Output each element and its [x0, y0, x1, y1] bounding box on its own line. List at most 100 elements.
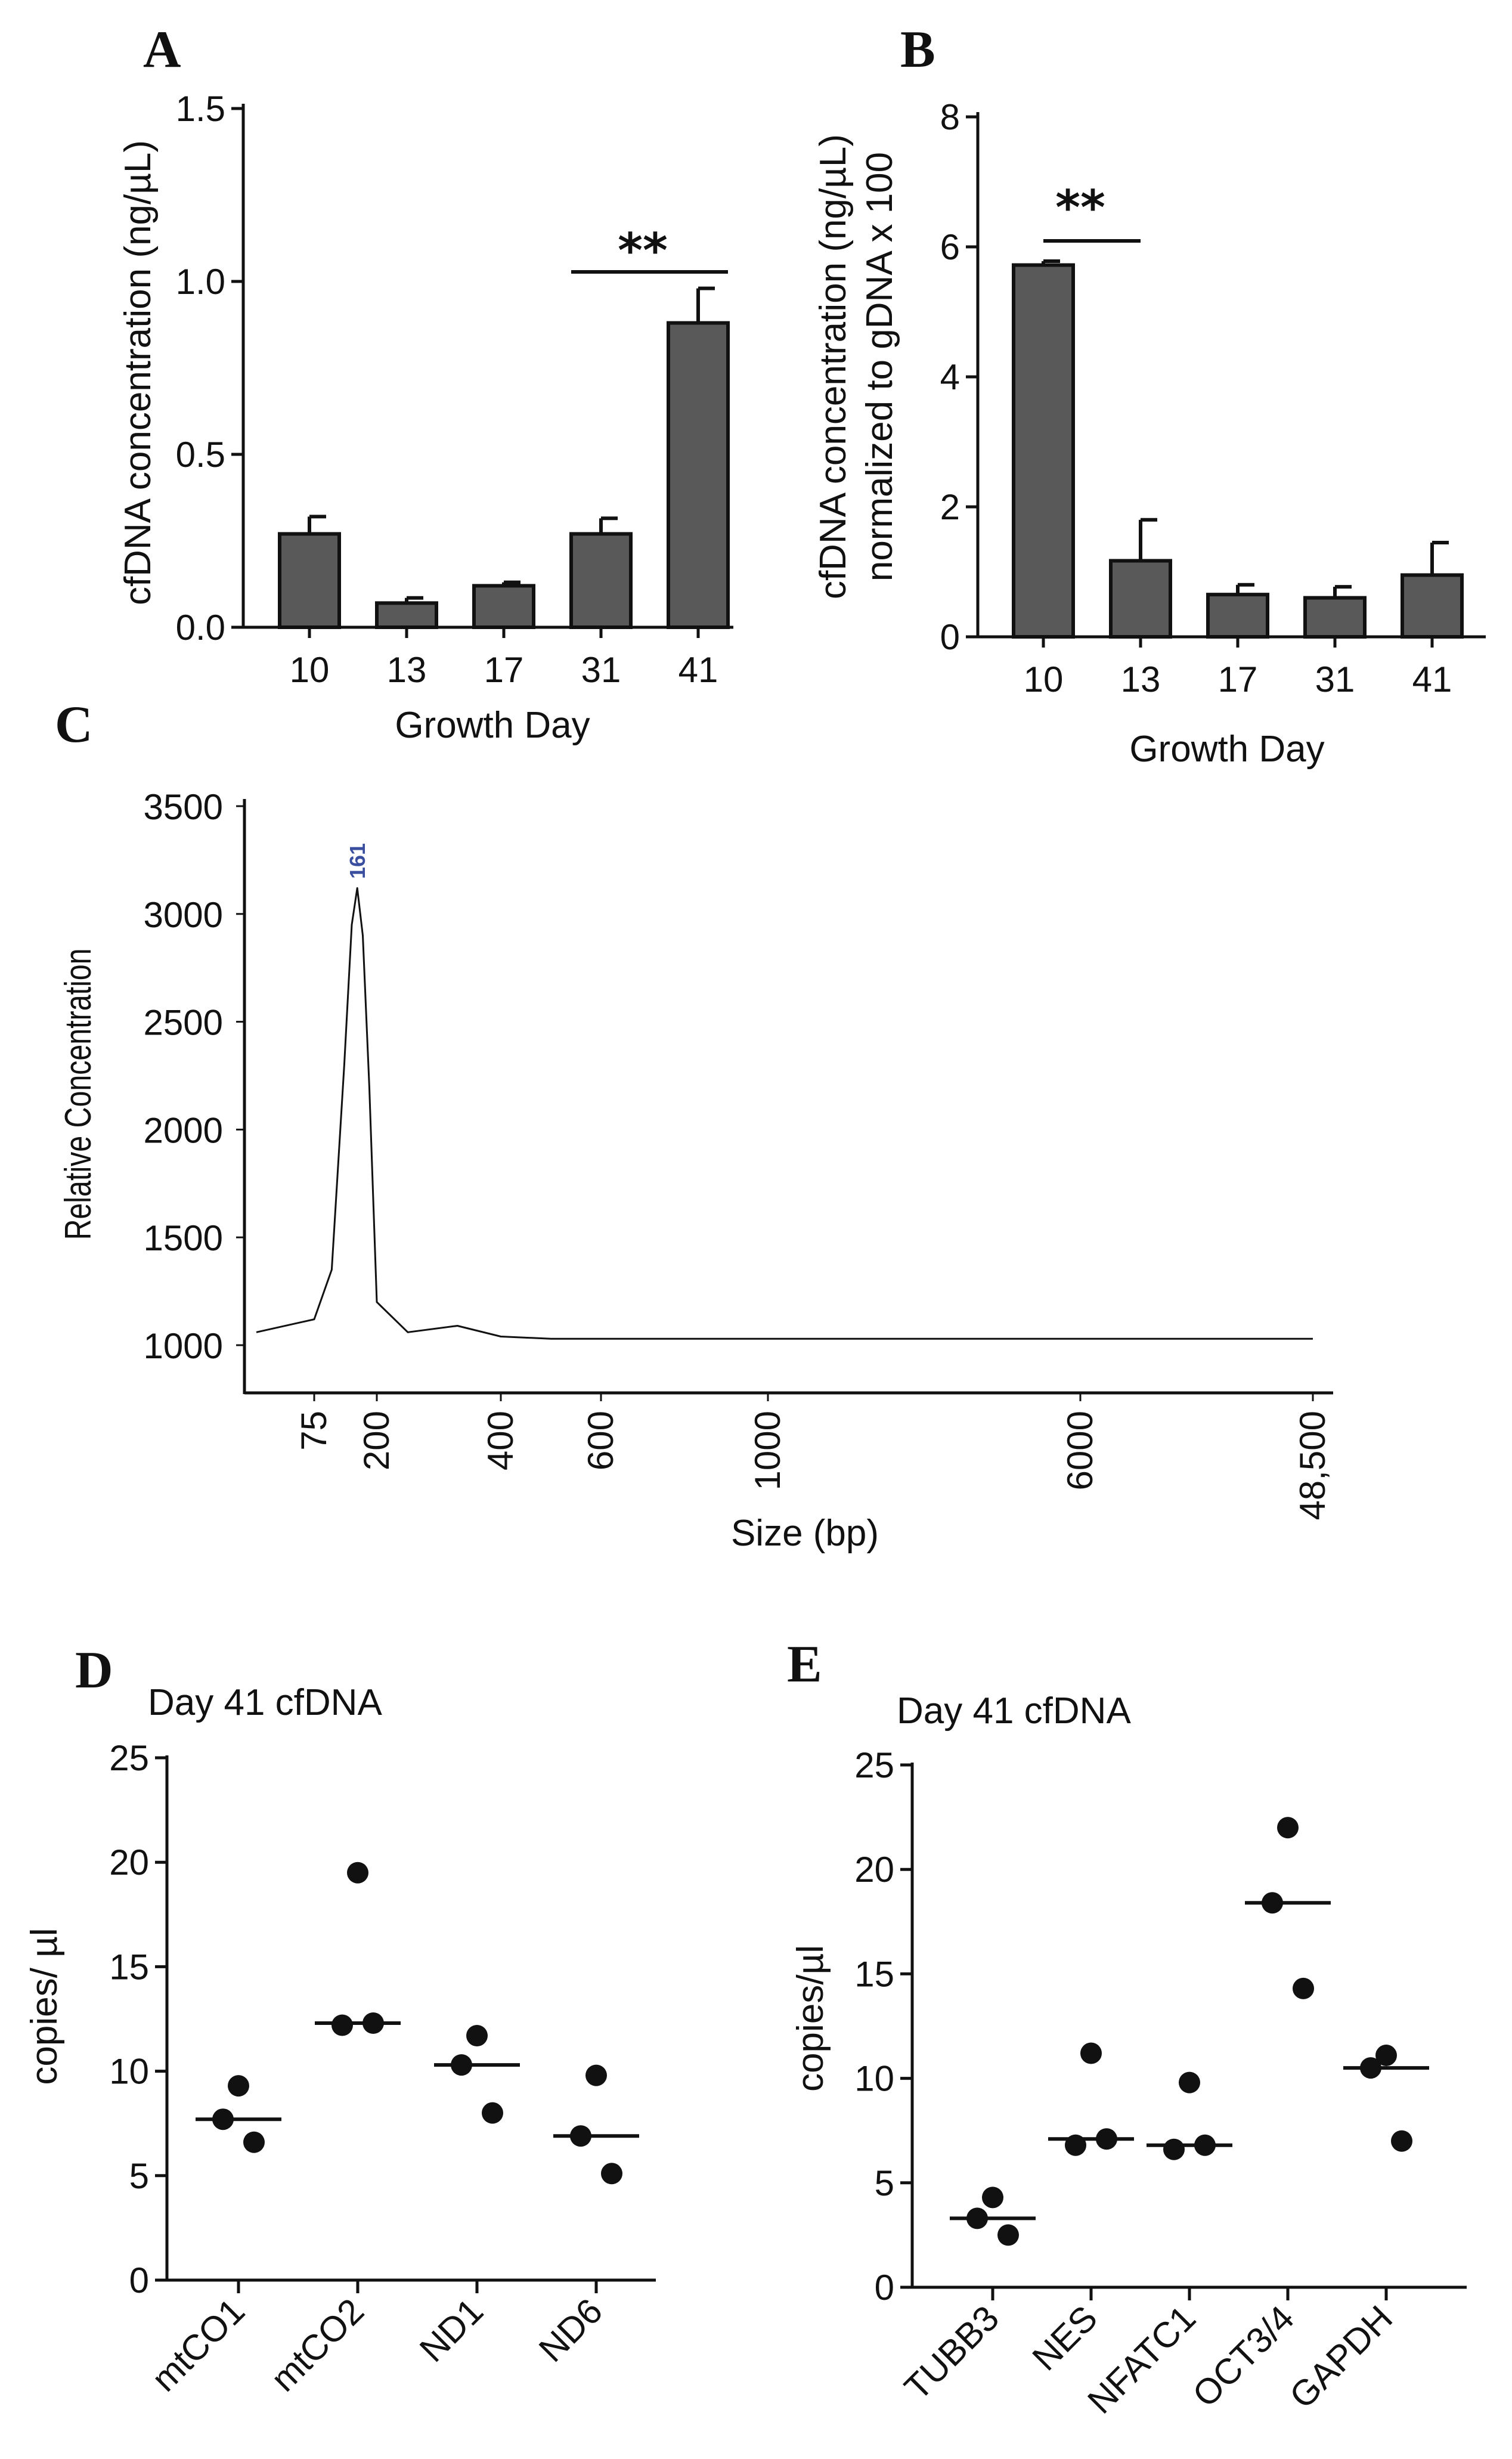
- panel-e-y-tick-label: 25: [854, 1745, 894, 1785]
- panel-d-letter: D: [75, 1642, 113, 1699]
- panel-e-y-tick-label: 5: [875, 2163, 894, 2203]
- panel-c-y-tick-label: 2500: [144, 1003, 223, 1043]
- panel-e-data-point: [1293, 1977, 1314, 1999]
- panel-e-data-point: [997, 2224, 1019, 2246]
- panel-c-letter: C: [55, 696, 93, 754]
- panel-a-x-tick-label: 41: [678, 650, 718, 690]
- panel-e-data-point: [1163, 2138, 1185, 2160]
- panel-d-y-axis-label: copies/ µl: [24, 1928, 65, 2085]
- panel-a-bar-chart: A cfDNA concentration (ng/µL) Growth Day…: [117, 21, 733, 746]
- panel-b-bar: [1206, 593, 1269, 639]
- panel-d-data-point: [585, 2064, 607, 2086]
- panel-e-y-tick-label: 15: [854, 1954, 894, 1994]
- panel-d-data-point: [466, 2025, 488, 2047]
- panel-a-bar: [667, 321, 730, 629]
- panel-b-y-tick-label: 4: [940, 357, 960, 397]
- panel-b-x-tick-label: 41: [1412, 659, 1452, 699]
- panel-d-data-point: [331, 2014, 353, 2036]
- panel-d-y-tick-label: 25: [109, 1738, 149, 1778]
- panel-c-peak-label: 161: [345, 843, 370, 879]
- panel-b-x-axis-label: Growth Day: [1129, 729, 1324, 770]
- panel-b-x-tick-label: 17: [1218, 659, 1258, 699]
- panel-b-x-tick-label: 31: [1315, 659, 1355, 699]
- panel-c-y-tick-label: 1500: [144, 1218, 223, 1258]
- panel-d-title: Day 41 cfDNA: [148, 1682, 382, 1723]
- panel-a-bar: [278, 532, 341, 630]
- panel-e-y-axis-label: copies/µl: [790, 1945, 831, 2092]
- panel-b-bar-chart: B cfDNA concentration (ng/µL) normalized…: [813, 21, 1486, 770]
- panel-e-letter: E: [787, 1636, 822, 1693]
- panel-c-y-tick-label: 3000: [144, 895, 223, 935]
- panel-a-x-tick-label: 10: [290, 650, 330, 690]
- panel-e-dot-plot: E Day 41 cfDNA copies/µl 0 5 10 15 20 25 TUBB3…: [787, 1636, 1467, 2421]
- panel-c-size-trace: C Relative Concentration Size (bp) 161 1…: [55, 696, 1333, 1554]
- panel-a-letter: A: [143, 21, 181, 79]
- panel-a-y-axis-label: cfDNA concentration (ng/µL): [117, 140, 159, 605]
- panel-c-x-axis-label: Size (bp): [731, 1513, 879, 1554]
- panel-c-x-tick-label: 200: [357, 1411, 396, 1470]
- panel-e-x-tick-label: OCT3/4: [1185, 2298, 1302, 2415]
- panel-a-x-tick-label: 31: [581, 650, 621, 690]
- panel-c-x-tick-label: 600: [581, 1411, 621, 1470]
- panel-e-data-point: [1179, 2071, 1200, 2093]
- panel-c-x-tick-label: 400: [481, 1411, 520, 1470]
- panel-b-y-axis-label-line-2: normalized to gDNA x 100: [859, 152, 900, 581]
- panel-d-y-tick-label: 20: [109, 1842, 149, 1882]
- panel-c-x-tick-label: 75: [294, 1411, 334, 1451]
- panel-a-bar: [375, 601, 438, 630]
- panel-e-title: Day 41 cfDNA: [897, 1690, 1131, 1732]
- panel-b-bar: [1012, 263, 1075, 639]
- panel-d-x-tick-label: ND1: [412, 2291, 491, 2370]
- panel-d-data-point: [347, 1862, 368, 1884]
- panel-c-x-tick-label: 1000: [748, 1411, 788, 1490]
- panel-a-x-tick-label: 17: [484, 650, 524, 690]
- panel-e-data-point: [982, 2187, 1003, 2209]
- panel-a-y-tick-label: 1.0: [176, 262, 225, 302]
- panel-b-bar: [1109, 559, 1172, 639]
- panel-d-data-point: [601, 2163, 622, 2185]
- panel-a-y-tick-label: 0.5: [176, 435, 225, 475]
- panel-d-x-tick-label: mtCO2: [263, 2291, 371, 2399]
- panel-d-data-point: [228, 2075, 249, 2097]
- panel-e-x-tick-label: GAPDH: [1282, 2298, 1400, 2416]
- panel-d-x-tick-label: mtCO1: [144, 2291, 252, 2399]
- panel-c-y-axis-label: Relative Concentration: [57, 948, 98, 1240]
- panel-d-x-tick-label: ND6: [531, 2291, 610, 2370]
- panel-c-y-tick-label: 2000: [144, 1110, 223, 1150]
- panel-e-y-tick-label: 0: [875, 2268, 894, 2308]
- panel-e-data-point: [1080, 2042, 1102, 2064]
- panel-e-x-tick-label: TUBB3: [897, 2298, 1006, 2408]
- panel-c-trace-line: [256, 887, 1313, 1340]
- panel-b-significance-label: **: [1055, 180, 1105, 236]
- panel-c-y-tick-label: 1000: [144, 1326, 223, 1366]
- panel-e-x-tick-label: NES: [1025, 2298, 1105, 2379]
- panel-a-x-axis-label: Growth Day: [395, 705, 590, 746]
- panel-e-data-point: [1277, 1817, 1299, 1839]
- panel-e-y-tick-label: 20: [854, 1850, 894, 1890]
- panel-c-x-tick-label: 48,500: [1293, 1411, 1333, 1520]
- panel-b-y-tick-label: 6: [940, 227, 960, 267]
- panel-d-y-tick-label: 0: [129, 2260, 149, 2300]
- panel-b-letter: B: [900, 21, 935, 79]
- panel-d-data-point: [482, 2102, 503, 2124]
- panel-b-bar: [1401, 573, 1464, 639]
- panel-a-y-tick-label: 1.5: [176, 89, 225, 129]
- panel-a-bar: [472, 584, 535, 630]
- panel-b-x-tick-label: 10: [1024, 659, 1064, 699]
- panel-e-data-point: [1391, 2130, 1412, 2152]
- panel-d-dot-plot: D Day 41 cfDNA copies/ µl 0 5 10 15 20 25 mtCO…: [24, 1642, 656, 2399]
- panel-b-y-tick-label: 2: [940, 487, 960, 527]
- panel-d-y-tick-label: 15: [109, 1947, 149, 1987]
- panel-e-data-point: [1375, 2045, 1397, 2067]
- panel-d-data-point: [243, 2131, 265, 2153]
- panel-b-y-axis-label-line-1: cfDNA concentration (ng/µL): [813, 134, 854, 599]
- panel-b-y-tick-label: 0: [940, 617, 960, 657]
- panel-c-x-tick-label: 6000: [1060, 1411, 1100, 1490]
- panel-e-y-tick-label: 10: [854, 2059, 894, 2099]
- panel-a-bar: [569, 532, 633, 630]
- panel-b-bar: [1303, 596, 1367, 639]
- panel-a-significance-label: **: [618, 223, 668, 278]
- panel-b-y-tick-label: 8: [940, 97, 960, 137]
- panel-e-x-tick-label: NFATC1: [1080, 2298, 1203, 2421]
